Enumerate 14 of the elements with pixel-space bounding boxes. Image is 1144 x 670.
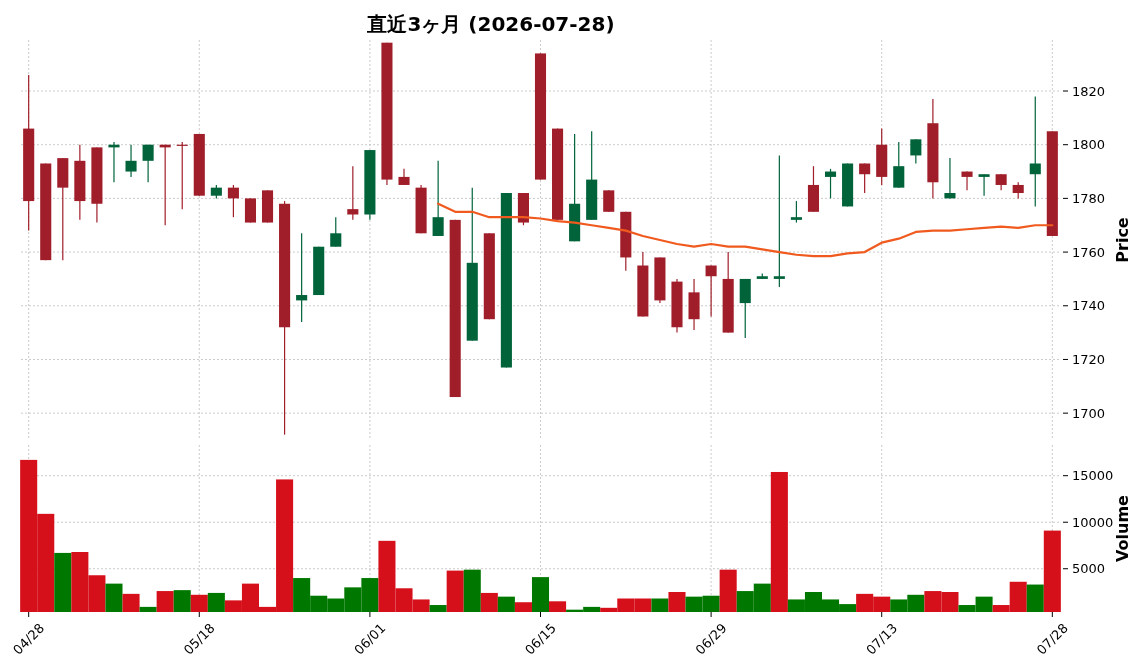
y-tick-label: 1780 [1072,190,1106,206]
chart-title: 直近3ヶ月 (2026-07-28) [366,12,615,36]
y-axis-title: Volume [1112,494,1132,562]
y-tick-label: 1820 [1072,83,1106,99]
y-axis-title: Price [1112,217,1132,263]
y-tick-label: 10000 [1072,514,1114,530]
y-tick-label: 1800 [1072,137,1106,153]
y-tick-label: 15000 [1072,468,1114,484]
line-series [437,202,1054,258]
y-tick-label: 1760 [1072,244,1106,260]
y-tick-label: 1700 [1072,405,1106,421]
y-tick-label: 1740 [1072,298,1106,314]
y-tick-label: 1720 [1072,351,1106,367]
y-tick-label: 5000 [1072,561,1106,577]
